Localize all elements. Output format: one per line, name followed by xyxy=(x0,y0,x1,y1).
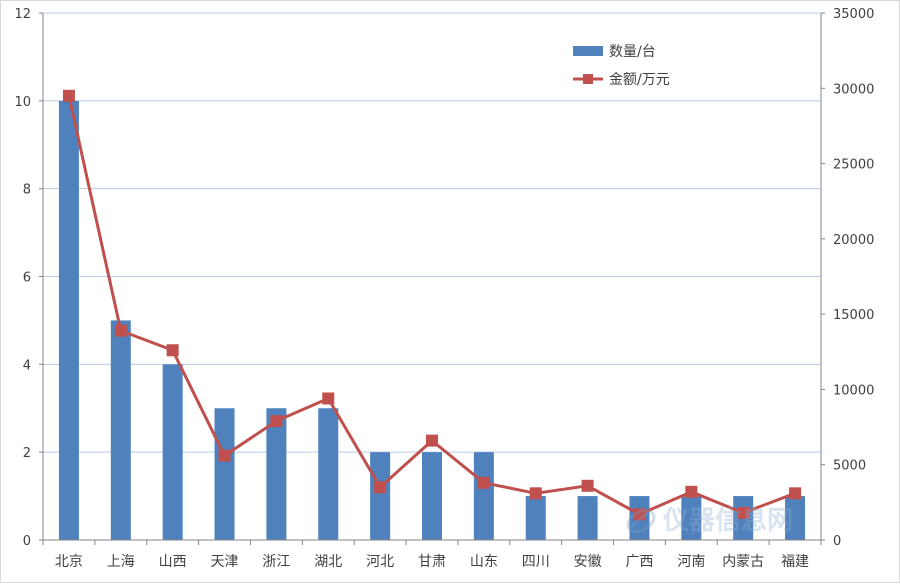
line-marker xyxy=(62,89,75,102)
left-axis-tick-label: 2 xyxy=(23,446,31,461)
legend-label-amount: 金额/万元 xyxy=(609,72,670,88)
x-axis-tick-label: 浙江 xyxy=(262,554,290,570)
x-axis-tick-label: 湖北 xyxy=(314,554,342,570)
line-marker xyxy=(737,506,750,519)
left-axis-tick-labels: 0 2 4 6 8 10 12 xyxy=(14,7,31,549)
bar xyxy=(473,452,494,540)
line-marker xyxy=(270,415,283,428)
x-axis-tick-label: 山东 xyxy=(470,554,498,570)
axes xyxy=(39,12,825,545)
line-marker xyxy=(633,508,646,521)
line-marker xyxy=(114,324,127,337)
x-axis-tick-label: 安徽 xyxy=(574,554,602,570)
line-series xyxy=(62,89,802,521)
line-marker xyxy=(685,485,698,498)
x-axis-tick-label: 内蒙古 xyxy=(722,554,764,570)
line-marker xyxy=(581,479,594,492)
left-axis-tick-label: 8 xyxy=(23,183,31,198)
line-marker xyxy=(789,487,802,500)
line-marker xyxy=(218,449,231,462)
left-axis-tick-label: 4 xyxy=(23,358,31,373)
watermark-text: 仪器信息网 xyxy=(662,505,793,536)
left-axis-tick-label: 6 xyxy=(23,271,31,286)
x-axis-tick-label: 广西 xyxy=(625,554,653,570)
x-axis-tick-label: 福建 xyxy=(781,554,809,570)
right-axis-tick-label: 0 xyxy=(833,534,841,549)
x-axis-tick-label: 河北 xyxy=(366,554,394,570)
right-axis-tick-label: 25000 xyxy=(833,158,874,173)
bar xyxy=(214,408,235,540)
legend-swatch-bar xyxy=(573,46,603,56)
bar xyxy=(422,452,442,540)
legend: 数量/台金额/万元 xyxy=(573,44,670,88)
bar xyxy=(525,496,546,540)
right-axis-tick-label: 35000 xyxy=(833,7,874,22)
bar xyxy=(370,452,391,540)
legend-swatch-marker xyxy=(583,74,593,84)
line-marker xyxy=(426,434,438,447)
bar xyxy=(318,408,339,540)
x-axis-tick-label: 四川 xyxy=(522,554,550,570)
bar-series xyxy=(58,100,806,540)
x-axis-tick-label: 河南 xyxy=(677,554,705,570)
bar xyxy=(110,320,131,540)
right-axis-tick-label: 15000 xyxy=(833,308,874,323)
x-axis-tick-label: 甘肃 xyxy=(418,554,446,570)
line-marker xyxy=(477,476,490,489)
x-axis-tick-label: 山西 xyxy=(159,554,187,570)
bar xyxy=(785,496,806,540)
bar xyxy=(266,408,287,540)
bar xyxy=(58,100,79,540)
line-marker xyxy=(374,481,387,494)
legend-label-quantity: 数量/台 xyxy=(609,44,656,60)
x-axis-tick-label: 上海 xyxy=(107,554,135,570)
right-axis-tick-label: 20000 xyxy=(833,233,874,248)
right-axis-tick-label: 30000 xyxy=(833,82,874,97)
right-axis-tick-labels: 0 5000 10000 15000 20000 25000 30000 35000 xyxy=(833,7,874,549)
x-axis-tick-label: 天津 xyxy=(211,554,239,570)
line-marker xyxy=(166,344,179,357)
right-axis-tick-label: 5000 xyxy=(833,459,866,474)
left-axis-tick-label: 10 xyxy=(14,95,31,110)
x-axis-tick-label: 北京 xyxy=(55,554,83,570)
left-axis-tick-label: 0 xyxy=(23,534,31,549)
x-axis-tick-labels: 北京 上海 山西 天津 浙江 湖北 河北 甘肃 山东 四川 安徽 广西 河南 内蒙古 福建 xyxy=(55,554,809,570)
watermark: 仪器信息网 xyxy=(626,505,793,536)
right-axis-tick-label: 10000 xyxy=(833,383,874,398)
bar xyxy=(162,364,183,540)
gridlines xyxy=(43,12,821,453)
left-axis-tick-label: 12 xyxy=(14,7,31,22)
bar xyxy=(681,496,702,540)
line-marker xyxy=(322,392,335,405)
bar xyxy=(577,496,598,540)
line-marker xyxy=(529,487,542,500)
watermark-logo-icon xyxy=(626,509,656,533)
